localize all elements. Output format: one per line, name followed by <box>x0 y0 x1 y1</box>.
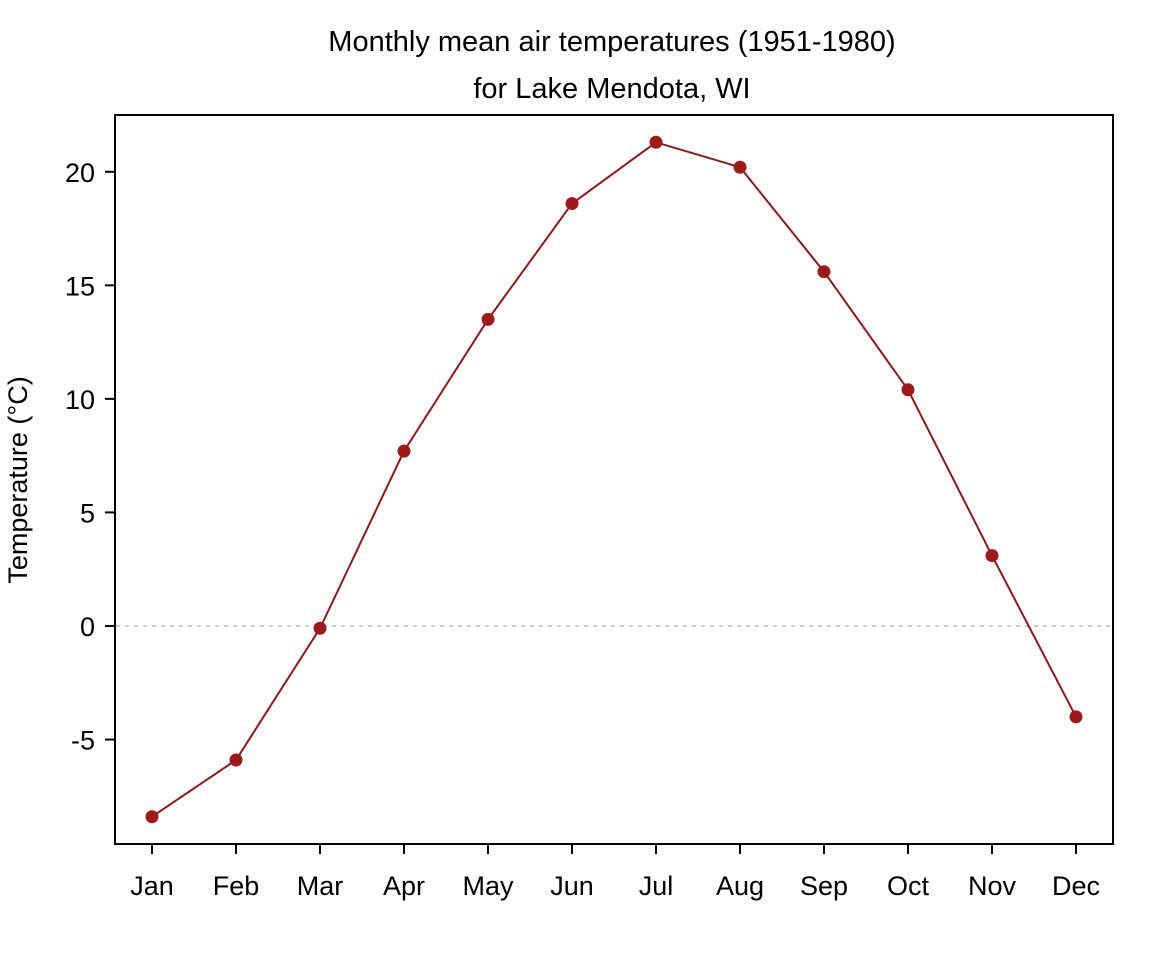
x-tick-label: Sep <box>800 871 848 901</box>
y-axis-label: Temperature (°C) <box>3 376 33 583</box>
data-point-jun <box>565 197 579 211</box>
data-point-oct <box>901 383 915 397</box>
data-point-nov <box>985 549 999 563</box>
data-point-feb <box>229 753 243 767</box>
data-point-mar <box>313 621 327 635</box>
x-axis: Jan Feb Mar Apr May Jun Jul Aug Sep Oct Nov Dec <box>130 844 1100 901</box>
x-tick-label: Mar <box>297 871 344 901</box>
plot-frame <box>114 114 1114 845</box>
data-point-jan <box>145 810 159 824</box>
y-axis: -5 0 5 10 15 20 <box>65 158 115 756</box>
data-point-dec <box>1069 710 1083 724</box>
x-tick-label: Dec <box>1052 871 1100 901</box>
data-point-sep <box>817 265 831 279</box>
x-tick-label: Nov <box>968 871 1017 901</box>
x-tick-label: Jun <box>550 871 594 901</box>
data-point-apr <box>397 444 411 458</box>
x-tick-label: Feb <box>213 871 260 901</box>
data-point-jul <box>649 135 663 149</box>
x-tick-label: Aug <box>716 871 764 901</box>
y-tick-label: 10 <box>65 385 95 415</box>
x-tick-label: Oct <box>887 871 930 901</box>
x-tick-label: May <box>462 871 514 901</box>
y-tick-label: 0 <box>80 612 95 642</box>
x-tick-label: Apr <box>383 871 425 901</box>
y-tick-label: 20 <box>65 158 95 188</box>
x-tick-label: Jul <box>639 871 674 901</box>
y-tick-label: 15 <box>65 271 95 301</box>
data-point-may <box>481 312 495 326</box>
chart-title-line-2: for Lake Mendota, WI <box>473 73 750 105</box>
chart-title-line-1: Monthly mean air temperatures (1951-1980… <box>328 26 895 58</box>
data-point-aug <box>733 160 747 174</box>
x-tick-label: Jan <box>130 871 174 901</box>
series-line <box>151 141 1077 818</box>
temperature-series <box>145 135 1083 824</box>
y-tick-label: 5 <box>80 498 95 528</box>
y-tick-label: -5 <box>71 726 95 756</box>
